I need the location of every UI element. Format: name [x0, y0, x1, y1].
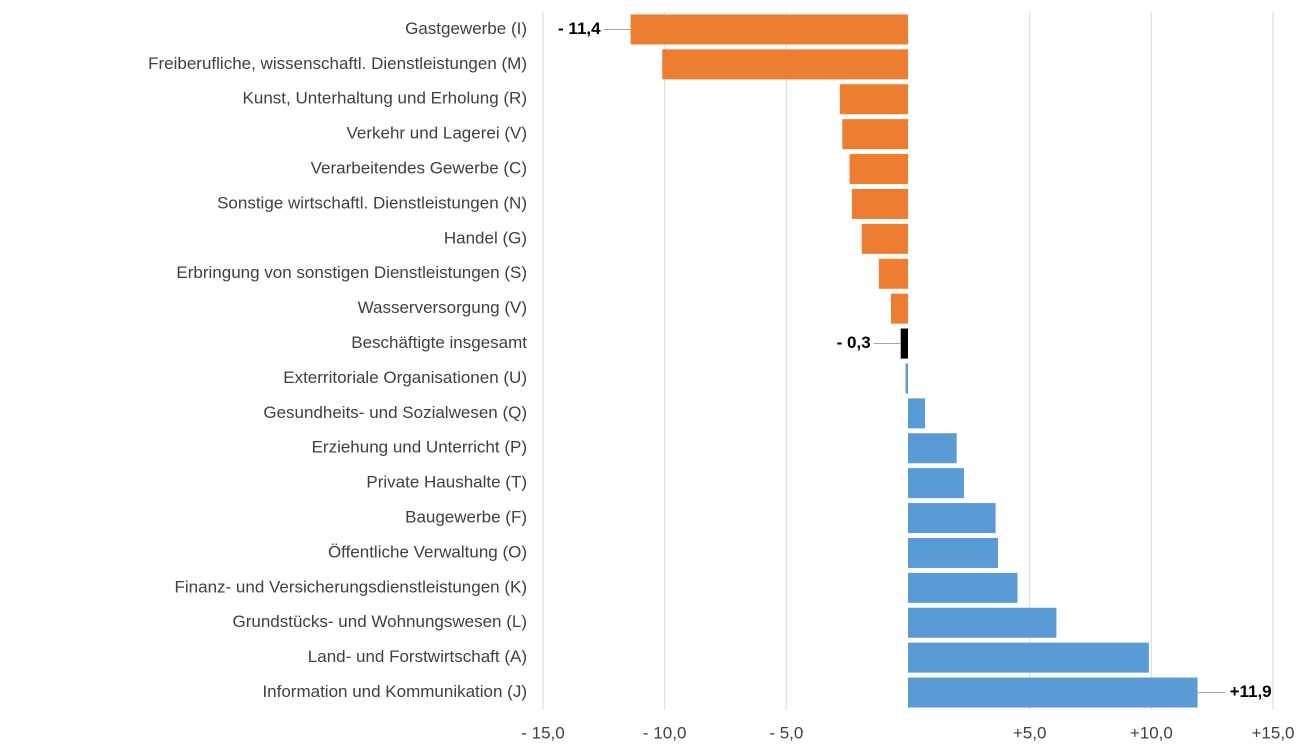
- x-tick-label: +10,0: [1130, 723, 1173, 742]
- y-tick-label: Baugewerbe (F): [405, 508, 527, 527]
- value-label: +11,9: [1230, 682, 1272, 701]
- bar: [662, 49, 908, 80]
- bar: [842, 119, 908, 150]
- y-tick-label: Kunst, Unterhaltung und Erholung (R): [243, 89, 527, 108]
- bar: [908, 398, 926, 429]
- bar: [908, 572, 1018, 603]
- y-tick-label: Wasserversorgung (V): [358, 298, 527, 317]
- y-tick-label: Grundstücks- und Wohnungswesen (L): [232, 612, 527, 631]
- bar: [905, 363, 908, 394]
- y-tick-label: Erziehung und Unterricht (P): [312, 438, 527, 457]
- bar: [908, 642, 1149, 673]
- y-tick-label: Private Haushalte (T): [366, 473, 527, 492]
- y-tick-label: Land- und Forstwirtschaft (A): [308, 647, 527, 666]
- bar: [908, 433, 957, 464]
- value-label: - 0,3: [837, 333, 871, 352]
- x-tick-label: +15,0: [1251, 723, 1294, 742]
- y-tick-label: Erbringung von sonstigen Dienstleistunge…: [176, 263, 527, 282]
- bar: [849, 154, 908, 185]
- y-tick-label: Gastgewerbe (I): [405, 19, 527, 38]
- y-tick-label: Freiberufliche, wissenschaftl. Dienstlei…: [148, 54, 527, 73]
- y-tick-label: Gesundheits- und Sozialwesen (Q): [263, 403, 527, 422]
- bar: [890, 293, 908, 324]
- x-tick-label: +5,0: [1013, 723, 1047, 742]
- x-tick-label: - 10,0: [643, 723, 686, 742]
- bar: [839, 84, 908, 115]
- y-tick-label: Beschäftigte insgesamt: [351, 333, 527, 352]
- y-tick-label: Verkehr und Lagerei (V): [347, 124, 528, 143]
- bar: [908, 537, 999, 568]
- y-tick-label: Finanz- und Versicherungsdienstleistunge…: [175, 577, 527, 596]
- bar: [852, 188, 908, 219]
- bar: [908, 607, 1057, 638]
- bar: [908, 677, 1198, 708]
- bar: [861, 223, 908, 254]
- value-label: - 11,4: [558, 19, 601, 38]
- bar: [900, 328, 908, 359]
- bar: [908, 468, 964, 499]
- x-tick-label: - 5,0: [769, 723, 803, 742]
- y-tick-label: Handel (G): [444, 228, 527, 247]
- y-tick-label: Öffentliche Verwaltung (O): [328, 542, 527, 561]
- bar: [878, 258, 908, 289]
- bar: [630, 14, 908, 45]
- bar: [908, 503, 996, 534]
- y-tick-label: Exterritoriale Organisationen (U): [283, 368, 527, 387]
- y-tick-label: Information und Kommunikation (J): [262, 682, 527, 701]
- x-tick-label: - 15,0: [521, 723, 564, 742]
- y-tick-label: Sonstige wirtschaftl. Dienstleistungen (…: [217, 193, 527, 212]
- y-tick-label: Verarbeitendes Gewerbe (C): [311, 159, 527, 178]
